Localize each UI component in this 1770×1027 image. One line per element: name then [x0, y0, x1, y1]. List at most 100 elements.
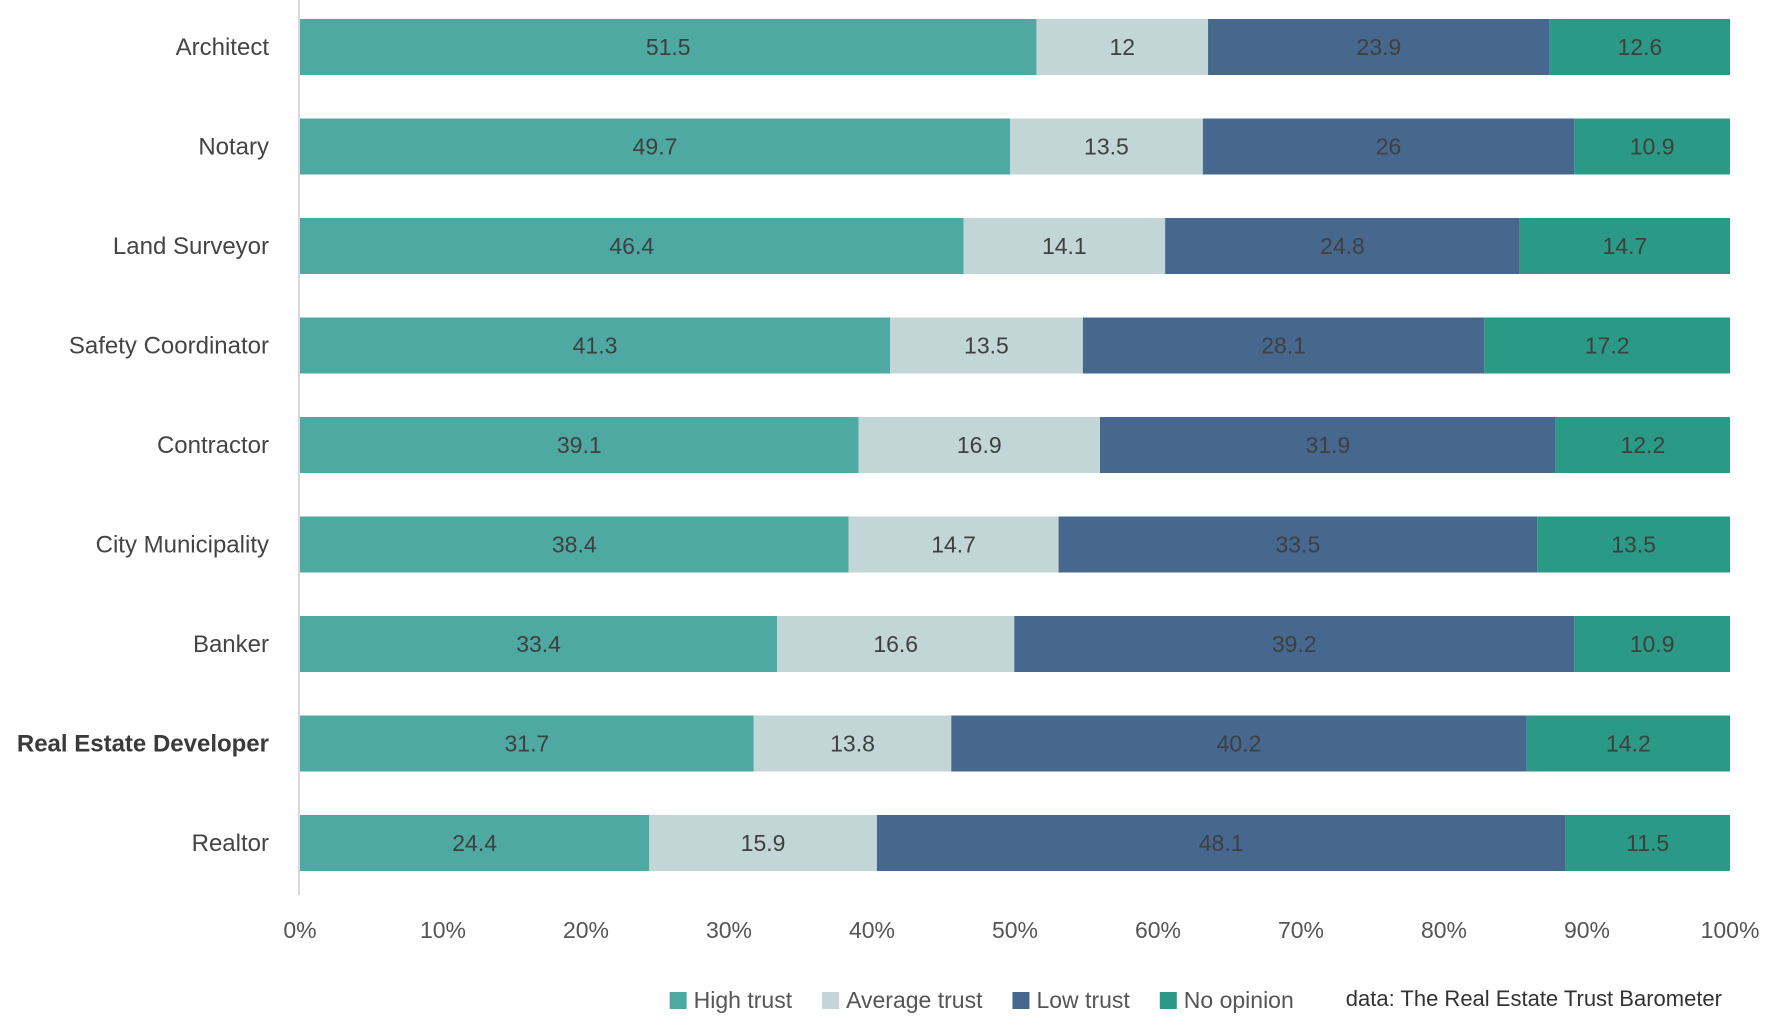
value-label-architect-no-opinion: 12.6 — [1618, 34, 1663, 60]
value-label-city-municipality-no-opinion: 13.5 — [1611, 532, 1656, 558]
value-label-banker-low-trust: 39.2 — [1272, 631, 1317, 657]
legend-label-average-trust: Average trust — [846, 987, 983, 1013]
x-tick-90-pct: 90% — [1564, 917, 1610, 943]
value-label-land-surveyor-average-trust: 14.1 — [1042, 233, 1087, 259]
value-label-contractor-low-trust: 31.9 — [1305, 432, 1350, 458]
value-label-real-estate-developer-average-trust: 13.8 — [830, 731, 875, 757]
value-label-land-surveyor-no-opinion: 14.7 — [1603, 233, 1648, 259]
category-label-contractor: Contractor — [157, 432, 269, 459]
bar-real-estate-developer-low-trust — [951, 715, 1527, 772]
x-tick-20-pct: 20% — [563, 917, 609, 943]
legend-label-low-trust: Low trust — [1036, 987, 1130, 1013]
category-label-city-municipality: City Municipality — [96, 532, 269, 559]
x-tick-40-pct: 40% — [849, 917, 895, 943]
bar-safety-coordinator-low-trust — [1082, 317, 1485, 374]
value-label-land-surveyor-low-trust: 24.8 — [1320, 233, 1365, 259]
bar-realtor-low-trust — [876, 815, 1566, 871]
bar-realtor-no-opinion — [1565, 815, 1730, 871]
value-label-banker-average-trust: 16.6 — [873, 631, 918, 657]
bar-land-surveyor-average-trust — [963, 218, 1166, 274]
source-note: data: The Real Estate Trust Barometer — [1346, 986, 1722, 1011]
category-labels-layer: Architect Notary Land Surveyor Safety Coord… — [17, 34, 269, 857]
value-label-realtor-high-trust: 24.4 — [452, 830, 497, 856]
legend-label-no-opinion: No opinion — [1184, 987, 1294, 1013]
legend-swatch-low-trust — [1012, 992, 1030, 1009]
bar-realtor-average-trust — [649, 815, 877, 871]
value-label-city-municipality-high-trust: 38.4 — [552, 532, 597, 558]
bar-notary-no-opinion — [1574, 118, 1730, 175]
value-label-contractor-no-opinion: 12.2 — [1620, 432, 1665, 458]
bar-land-surveyor-no-opinion — [1519, 218, 1730, 274]
value-label-safety-coordinator-low-trust: 28.1 — [1261, 333, 1306, 359]
x-tick-50-pct: 50% — [992, 917, 1038, 943]
value-label-city-municipality-low-trust: 33.5 — [1275, 532, 1320, 558]
bar-architect-high-trust — [300, 19, 1037, 75]
bar-architect-average-trust — [1036, 19, 1209, 75]
value-label-notary-average-trust: 13.5 — [1084, 134, 1129, 160]
category-label-land-surveyor: Land Surveyor — [113, 233, 269, 260]
category-label-safety-coordinator: Safety Coordinator — [69, 333, 269, 360]
value-label-contractor-high-trust: 39.1 — [557, 432, 602, 458]
value-label-real-estate-developer-low-trust: 40.2 — [1217, 731, 1262, 757]
bar-safety-coordinator-high-trust — [300, 317, 890, 374]
value-label-notary-high-trust: 49.7 — [633, 134, 678, 160]
value-label-realtor-low-trust: 48.1 — [1199, 830, 1244, 856]
x-tick-80-pct: 80% — [1421, 917, 1467, 943]
bar-banker-high-trust — [300, 616, 778, 672]
bar-contractor-average-trust — [858, 417, 1100, 473]
bar-safety-coordinator-no-opinion — [1484, 317, 1730, 374]
value-label-architect-high-trust: 51.5 — [646, 34, 691, 60]
bar-land-surveyor-high-trust — [300, 218, 964, 274]
x-axis-ticks: 0% 10% 20% 30% 40% 50% 60% 70% 80% 90% 100% — [283, 917, 1759, 943]
value-label-contractor-average-trust: 16.9 — [957, 432, 1002, 458]
legend-swatch-average-trust — [822, 992, 840, 1009]
value-label-banker-no-opinion: 10.9 — [1630, 631, 1675, 657]
value-label-safety-coordinator-average-trust: 13.5 — [964, 333, 1009, 359]
legend-label-high-trust: High trust — [694, 987, 793, 1013]
value-labels-layer: 51.5 12 23.9 12.6 49.7 13.5 26 10.9 46.4 14.1 24.8… — [452, 34, 1674, 856]
value-label-notary-no-opinion: 10.9 — [1630, 134, 1675, 160]
bar-real-estate-developer-no-opinion — [1526, 715, 1730, 772]
x-tick-60-pct: 60% — [1135, 917, 1181, 943]
value-label-architect-average-trust: 12 — [1109, 34, 1135, 60]
bar-real-estate-developer-high-trust — [300, 715, 754, 772]
value-label-realtor-average-trust: 15.9 — [741, 830, 786, 856]
category-label-notary: Notary — [198, 134, 269, 161]
x-tick-70-pct: 70% — [1278, 917, 1324, 943]
value-label-architect-low-trust: 23.9 — [1357, 34, 1402, 60]
bar-city-municipality-no-opinion — [1537, 516, 1730, 573]
bars-layer — [300, 19, 1730, 871]
bar-land-surveyor-low-trust — [1165, 218, 1520, 274]
bar-banker-no-opinion — [1574, 616, 1730, 672]
value-label-city-municipality-average-trust: 14.7 — [931, 532, 976, 558]
legend: High trust Average trust Low trust No opini… — [669, 987, 1294, 1013]
legend-swatch-high-trust — [669, 992, 687, 1009]
bar-notary-low-trust — [1202, 118, 1575, 175]
x-tick-10-pct: 10% — [420, 917, 466, 943]
value-label-realtor-no-opinion: 11.5 — [1626, 830, 1669, 856]
bar-banker-average-trust — [777, 616, 1015, 672]
category-label-architect: Architect — [176, 34, 270, 61]
value-label-notary-low-trust: 26 — [1376, 134, 1402, 160]
value-label-safety-coordinator-no-opinion: 17.2 — [1585, 333, 1630, 359]
value-label-land-surveyor-high-trust: 46.4 — [609, 233, 654, 259]
bar-notary-high-trust — [300, 118, 1010, 175]
bar-contractor-high-trust — [300, 417, 859, 473]
x-tick-100-pct: 100% — [1701, 917, 1760, 943]
bar-city-municipality-high-trust — [300, 516, 849, 573]
bar-notary-average-trust — [1010, 118, 1203, 175]
bar-banker-low-trust — [1014, 616, 1575, 672]
value-label-banker-high-trust: 33.4 — [516, 631, 561, 657]
legend-swatch-no-opinion — [1159, 992, 1177, 1009]
category-label-realtor: Realtor — [192, 830, 269, 857]
bar-safety-coordinator-average-trust — [890, 317, 1083, 374]
value-label-real-estate-developer-high-trust: 31.7 — [504, 731, 549, 757]
bar-contractor-no-opinion — [1555, 417, 1730, 473]
bar-city-municipality-average-trust — [848, 516, 1059, 573]
x-tick-0-pct: 0% — [283, 917, 316, 943]
bar-architect-no-opinion — [1549, 19, 1730, 75]
value-label-safety-coordinator-high-trust: 41.3 — [573, 333, 618, 359]
category-label-real-estate-developer: Real Estate Developer — [17, 731, 269, 758]
